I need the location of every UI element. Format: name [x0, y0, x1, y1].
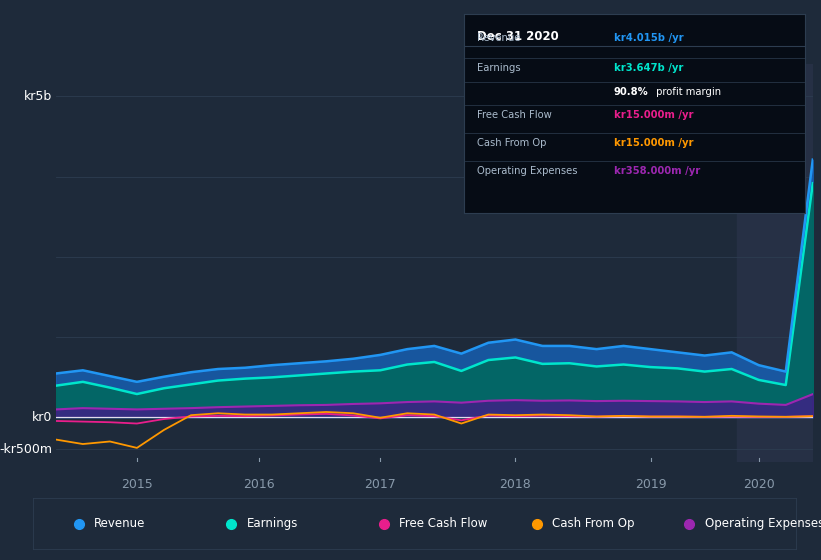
Text: profit margin: profit margin	[653, 87, 721, 96]
Text: Operating Expenses: Operating Expenses	[478, 166, 578, 176]
Text: Operating Expenses: Operating Expenses	[704, 517, 821, 530]
Text: 90.8%: 90.8%	[614, 87, 649, 96]
Text: 2016: 2016	[243, 478, 274, 491]
Text: Earnings: Earnings	[246, 517, 298, 530]
Text: kr15.000m /yr: kr15.000m /yr	[614, 110, 693, 120]
Text: Free Cash Flow: Free Cash Flow	[399, 517, 488, 530]
Text: kr15.000m /yr: kr15.000m /yr	[614, 138, 693, 148]
Text: Cash From Op: Cash From Op	[478, 138, 547, 148]
Text: kr5b: kr5b	[24, 90, 52, 103]
Text: kr358.000m /yr: kr358.000m /yr	[614, 166, 700, 176]
Text: 2019: 2019	[635, 478, 667, 491]
Text: Revenue: Revenue	[478, 33, 521, 43]
Text: kr0: kr0	[32, 410, 52, 423]
Text: Cash From Op: Cash From Op	[552, 517, 635, 530]
Text: Dec 31 2020: Dec 31 2020	[478, 30, 559, 43]
Text: 2020: 2020	[743, 478, 774, 491]
Text: Free Cash Flow: Free Cash Flow	[478, 110, 553, 120]
Text: kr3.647b /yr: kr3.647b /yr	[614, 63, 683, 73]
Text: 2018: 2018	[499, 478, 531, 491]
Bar	[737, 64, 813, 462]
Text: Earnings: Earnings	[478, 63, 521, 73]
Text: kr4.015b /yr: kr4.015b /yr	[614, 33, 683, 43]
Text: 2017: 2017	[365, 478, 396, 491]
Text: Revenue: Revenue	[94, 517, 145, 530]
Text: -kr500m: -kr500m	[0, 442, 52, 456]
Text: 2015: 2015	[121, 478, 153, 491]
